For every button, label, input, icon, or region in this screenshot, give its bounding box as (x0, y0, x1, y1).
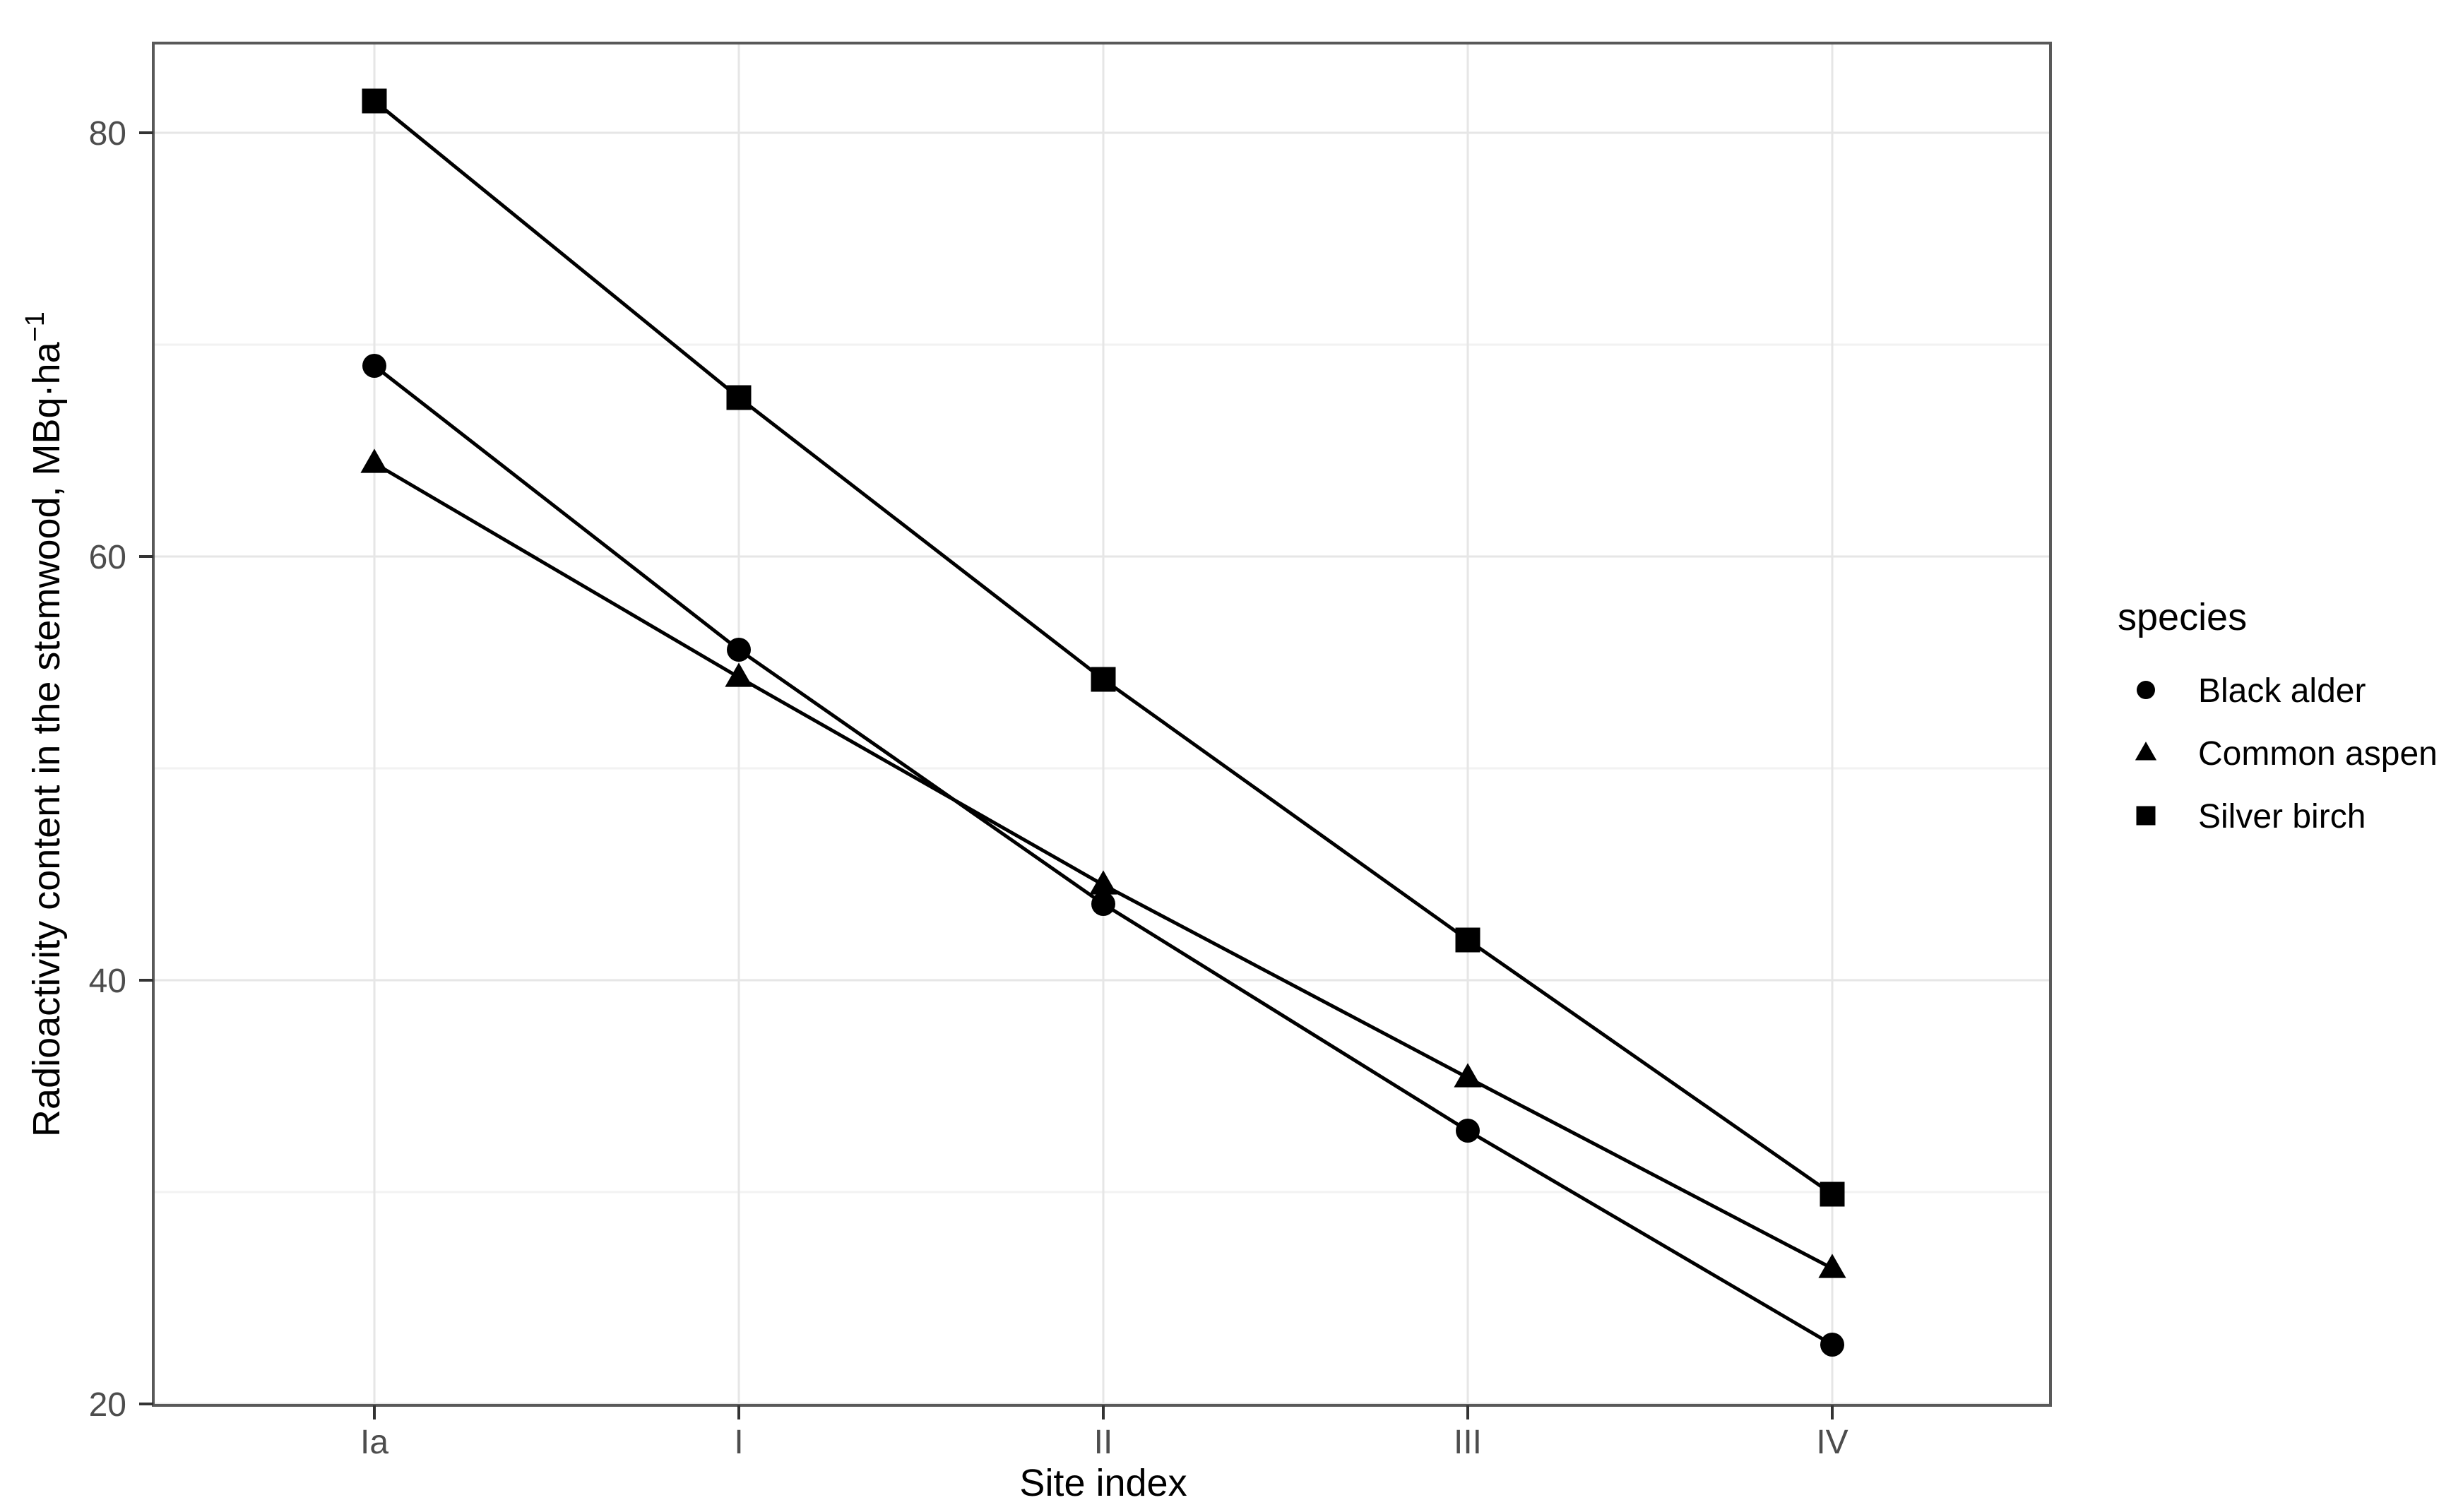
marker-circle-black-alder (362, 354, 386, 378)
marker-triangle-common-aspen (1818, 1254, 1846, 1278)
legend-item-label: Silver birch (2198, 798, 2366, 835)
marker-triangle-common-aspen (360, 448, 388, 473)
plot-panel (153, 43, 2051, 1405)
x-tick-label: Ia (360, 1424, 388, 1461)
marker-square-silver-birch (726, 385, 752, 410)
series-silver-birch (362, 88, 1845, 1207)
marker-square-silver-birch (1820, 1181, 1845, 1207)
x-tick-label: I (734, 1424, 743, 1461)
legend-item-silver-birch: Silver birch (2136, 798, 2366, 835)
x-axis-title: Site index (1019, 1462, 1187, 1504)
legend-marker-circle (2137, 681, 2155, 699)
y-tick-label: 20 (89, 1386, 126, 1424)
x-tick-label: IV (1816, 1424, 1848, 1461)
y-axis-title: Radioactivity content in the stemwood, M… (20, 311, 68, 1137)
legend: species Black alder Common aspen Silver bir… (2118, 596, 2438, 835)
marker-triangle-common-aspen (725, 662, 753, 687)
marker-square-silver-birch (362, 88, 387, 114)
x-tick-label: III (1454, 1424, 1482, 1461)
legend-item-label: Common aspen (2198, 735, 2438, 773)
y-tick-label: 80 (89, 115, 126, 153)
legend-marker-triangle (2135, 742, 2157, 761)
y-tick-label: 60 (89, 539, 126, 576)
marker-triangle-common-aspen (1089, 870, 1117, 895)
x-tick-label: II (1094, 1424, 1113, 1461)
legend-item-label: Black alder (2198, 672, 2366, 710)
marker-circle-black-alder (1820, 1333, 1844, 1357)
marker-square-silver-birch (1455, 927, 1480, 953)
marker-triangle-common-aspen (1454, 1063, 1482, 1088)
marker-circle-black-alder (1091, 892, 1115, 916)
y-tick-label: 40 (89, 963, 126, 1000)
legend-marker-square (2136, 806, 2156, 826)
marker-square-silver-birch (1091, 667, 1116, 692)
marker-circle-black-alder (1456, 1119, 1480, 1143)
legend-item-black-alder: Black alder (2137, 672, 2366, 710)
legend-item-common-aspen: Common aspen (2135, 735, 2438, 773)
marker-circle-black-alder (727, 638, 751, 662)
legend-title: species (2118, 596, 2247, 638)
series-common-aspen (360, 448, 1846, 1278)
series-black-alder (362, 354, 1844, 1357)
